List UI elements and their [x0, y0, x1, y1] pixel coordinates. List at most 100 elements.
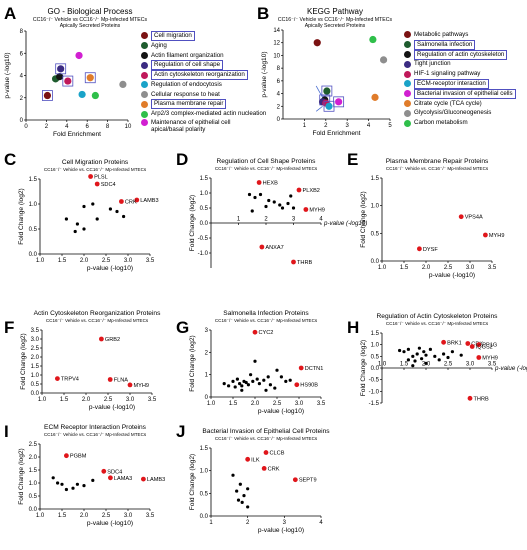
chart-e-y-tick-label: 0.5: [371, 231, 380, 237]
chart-h-point: [446, 355, 450, 360]
panel-b-legend-item: Salmonella infection: [404, 39, 526, 50]
chart-g-point: [235, 377, 239, 381]
chart-i-title: ECM Receptor Interaction Proteins: [44, 424, 147, 431]
chart-a-x-tick-label: 2: [45, 124, 49, 130]
chart-b-x-tick-label: 5: [388, 123, 392, 129]
chart-f-y-tick-label: 3.5: [31, 328, 40, 334]
chart-b-y-tick-label: 10: [273, 53, 280, 59]
chart-i-point: [64, 487, 68, 492]
panel-b-legend-swatch: [404, 80, 411, 88]
chart-f-point-label: GRB2: [105, 337, 120, 343]
chart-f-x-tick-label: 3.5: [148, 397, 157, 403]
chart-h-y-tick-label: -1.5: [369, 401, 380, 407]
chart-a-point: [86, 74, 94, 82]
chart-d-point-label: HEXB: [263, 181, 279, 187]
chart-a-x-tick-label: 0: [24, 124, 28, 130]
panel-a-legend-item: Maintenance of epithelial cell apical/ba…: [141, 119, 256, 133]
chart-g-point: [238, 382, 242, 386]
panel-a-legend-label: Regulation of cell shape: [151, 60, 224, 71]
chart-j-point-label: ILK: [251, 457, 260, 463]
chart-i-y-tick-label: 2.5: [29, 442, 38, 448]
chart-h-point-label: PP1G: [482, 343, 497, 349]
chart-h-point: [428, 347, 432, 351]
chart-c-point-label: CRK: [125, 200, 137, 206]
chart-h-point: [442, 352, 446, 356]
panel-b-legend-label: Carbon metabolism: [414, 119, 468, 127]
panel-b-legend-label: Citrate cycle (TCA cycle): [414, 99, 482, 107]
chart-i-point: [75, 482, 79, 486]
chart-d-x-tick-label: 4: [319, 217, 323, 223]
chart-d-y-tick-label: 0.5: [200, 206, 209, 212]
chart-g-point: [264, 388, 268, 392]
panel-b-legend-swatch: [404, 119, 411, 127]
chart-i-x-tick-label: 3.0: [124, 513, 133, 519]
chart-i-highlighted-point: [108, 475, 113, 481]
panel-a-legend-swatch: [141, 119, 148, 127]
chart-g-x-tick-label: 1.5: [229, 401, 238, 407]
panel-a-legend-swatch: [141, 100, 148, 108]
chart-b-y-tick-label: 0: [277, 117, 281, 123]
chart-c-point-label: LAMB3: [140, 198, 158, 204]
chart-d-point: [280, 206, 285, 210]
chart-b-point: [369, 35, 377, 44]
chart-i-x-tick-label: 2.0: [80, 513, 89, 519]
chart-h-x-tick-label: 3.0: [466, 362, 475, 368]
chart-j-x-tick-label: 1: [209, 520, 213, 526]
chart-g-point-label: DCTN1: [305, 366, 324, 372]
chart-g-y-tick-label: 0: [205, 395, 209, 401]
chart-b-x-tick-label: 4: [367, 123, 371, 129]
chart-j-x-tick-label: 2: [246, 520, 250, 526]
chart-h-x-tick-label: 2.5: [444, 362, 453, 368]
chart-a-point: [119, 80, 127, 88]
chart-g-y-tick-label: 2: [205, 350, 209, 356]
panel-letter-a: A: [4, 4, 17, 23]
chart-e-x-tick-label: 2.0: [422, 265, 431, 271]
chart-d-point: [291, 206, 296, 210]
panel-b-legend-swatch: [404, 90, 411, 98]
panel-b-title: KEGG Pathway: [306, 7, 364, 16]
panel-b-legend-label: Metabolic pathways: [414, 31, 469, 38]
panel-a-legend-label: Actin cytoskeleton reorganization: [151, 70, 248, 81]
chart-h-highlighted-point: [467, 395, 473, 401]
chart-i-y-label: Fold Change (log2): [18, 448, 25, 504]
chart-d-point: [289, 194, 293, 198]
chart-c-x-tick-label: 2.5: [102, 258, 111, 264]
chart-f-title: Actin Cytoskeleton Reorganization Protei…: [34, 310, 162, 317]
chart-f-highlighted-point: [127, 382, 133, 388]
chart-a-x-tick-label: 4: [65, 124, 69, 130]
chart-i-point-label: LAMA3: [114, 476, 132, 482]
chart-g-highlighted-point: [298, 365, 304, 371]
chart-d-point: [272, 200, 276, 204]
panel-a-legend-item: Arp2/3 complex-mediated actin nucleation: [141, 109, 266, 119]
chart-i-point: [56, 481, 60, 485]
chart-a-point-highlight-box: [42, 90, 53, 101]
chart-g-point: [262, 378, 266, 382]
chart-j-point-label: CLCB: [270, 451, 285, 457]
chart-e-title: Plasma Membrane Repair Proteins: [386, 158, 489, 165]
chart-g-point-label: HS90B: [300, 383, 318, 389]
chart-i-x-tick-label: 3.5: [146, 513, 155, 519]
chart-i-y-tick-label: 0.0: [29, 507, 38, 513]
chart-g-highlighted-point: [294, 382, 300, 388]
chart-a-point: [78, 90, 86, 99]
panel-a-legend-item: Actin filament organization: [141, 51, 256, 61]
panel-a-legend-item: Regulation of cell shape: [141, 60, 256, 71]
chart-i-point-label: SDC4: [107, 469, 122, 475]
chart-a-x-tick-label: 6: [86, 124, 90, 130]
chart-j-x-tick-label: 3: [283, 520, 287, 526]
chart-h-point: [422, 350, 426, 354]
chart-d-point: [253, 195, 257, 200]
panel-a-legend-item: Cell migration: [141, 30, 256, 41]
chart-j-title: Bacterial Invasion of Epithelial Cell Pr…: [202, 428, 330, 435]
chart-g-point: [266, 375, 270, 379]
chart-e-x-label: p-value (-log10): [429, 272, 475, 279]
chart-a-point: [64, 77, 72, 85]
chart-d-y-tick-label: -0.5: [198, 236, 209, 242]
chart-h-point: [411, 354, 415, 358]
panel-a-legend-item: Actin cytoskeleton reorganization: [141, 70, 256, 81]
chart-f-x-tick-label: 1.0: [38, 397, 47, 403]
chart-h-y-label: Fold Change (log2): [360, 340, 367, 396]
panel-a-legend-swatch: [141, 71, 148, 79]
chart-h-point: [415, 352, 419, 356]
chart-g-point: [255, 377, 259, 381]
